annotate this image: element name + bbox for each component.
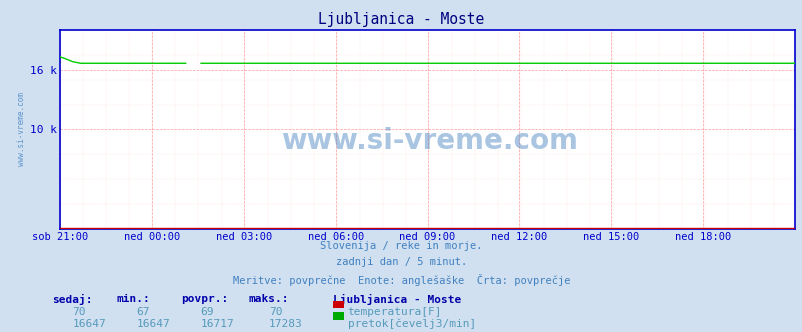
Text: 17283: 17283 [269, 319, 302, 329]
Text: 16647: 16647 [72, 319, 106, 329]
Text: 16647: 16647 [136, 319, 170, 329]
Text: Slovenija / reke in morje.: Slovenija / reke in morje. [320, 241, 482, 251]
Text: 67: 67 [136, 307, 150, 317]
Text: sedaj:: sedaj: [52, 294, 92, 305]
Text: 16717: 16717 [200, 319, 234, 329]
Text: min.:: min.: [116, 294, 150, 304]
Text: pretok[čevelj3/min]: pretok[čevelj3/min] [347, 319, 476, 329]
Text: www.si-vreme.com: www.si-vreme.com [17, 93, 26, 166]
Text: povpr.:: povpr.: [180, 294, 228, 304]
Text: 70: 70 [269, 307, 282, 317]
Text: Ljubljanica - Moste: Ljubljanica - Moste [318, 12, 484, 27]
Text: 69: 69 [200, 307, 214, 317]
Text: Meritve: povprečne  Enote: anglešaške  Črta: povprečje: Meritve: povprečne Enote: anglešaške Črt… [233, 274, 569, 286]
Text: temperatura[F]: temperatura[F] [347, 307, 442, 317]
Text: 70: 70 [72, 307, 86, 317]
Text: Ljubljanica - Moste: Ljubljanica - Moste [333, 294, 461, 305]
Text: zadnji dan / 5 minut.: zadnji dan / 5 minut. [335, 257, 467, 267]
Text: maks.:: maks.: [249, 294, 289, 304]
Text: www.si-vreme.com: www.si-vreme.com [281, 127, 577, 155]
